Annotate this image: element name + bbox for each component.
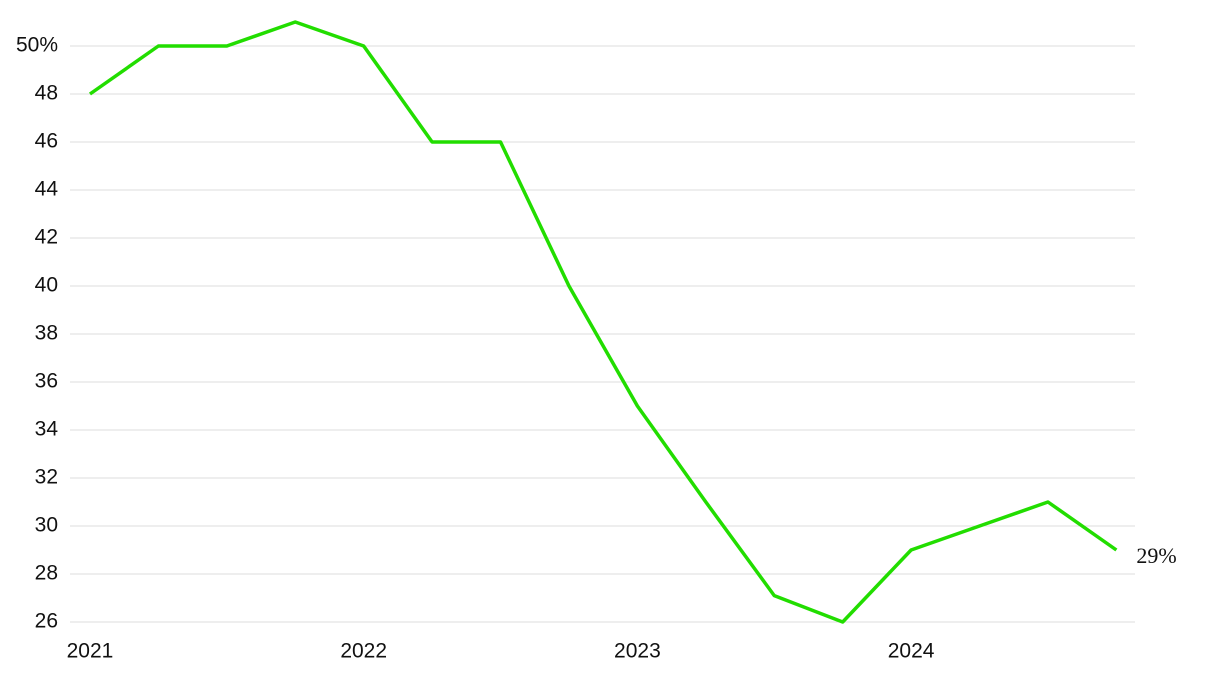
y-tick-label: 44 (35, 178, 59, 201)
x-tick-label: 2024 (888, 640, 935, 663)
y-tick-label: 38 (35, 322, 58, 345)
y-tick-label: 36 (35, 370, 58, 393)
y-tick-label: 28 (35, 562, 58, 585)
x-tick-label: 2022 (340, 640, 387, 663)
y-tick-label: 48 (35, 82, 58, 105)
y-tick-label: 32 (35, 466, 58, 489)
y-tick-label: 34 (35, 418, 59, 441)
x-tick-label: 2021 (67, 640, 114, 663)
line-series (88, 20, 1118, 624)
end-label: 29% (1136, 543, 1176, 568)
y-tick-label: 40 (35, 274, 58, 297)
y-tick-label: 30 (35, 514, 58, 537)
y-tick-label: 42 (35, 226, 58, 249)
x-tick-label: 2023 (614, 640, 661, 663)
y-tick-label: 46 (35, 130, 58, 153)
y-tick-label: 26 (35, 610, 58, 633)
y-tick-label: 50% (16, 34, 58, 57)
